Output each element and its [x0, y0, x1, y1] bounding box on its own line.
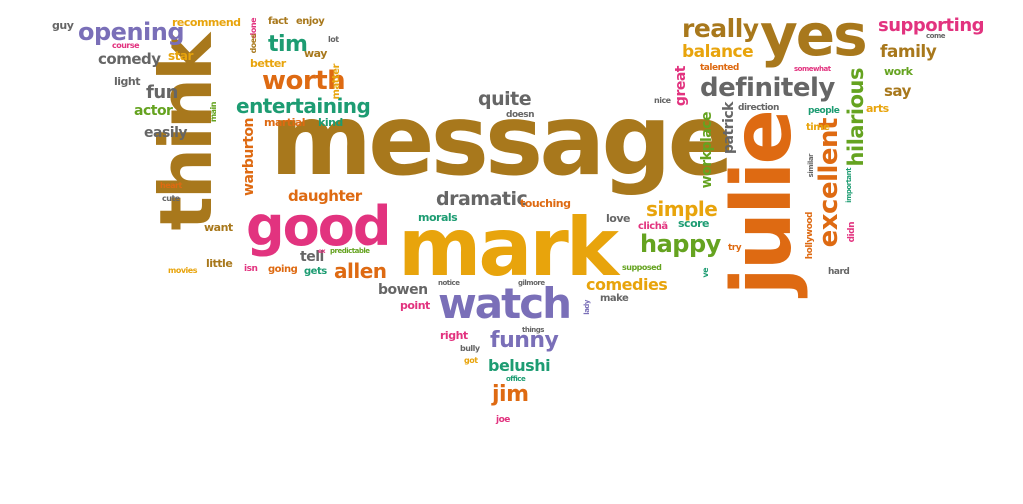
word-worth: worth — [262, 66, 346, 96]
word-family: family — [880, 42, 937, 62]
word-supposed: supposed — [622, 263, 662, 272]
word-actor: actor — [134, 103, 173, 119]
word-way: way — [304, 47, 327, 60]
word-little: little — [206, 257, 233, 270]
word-opening: opening — [78, 18, 185, 46]
word-funny: funny — [490, 328, 559, 353]
word-nice: nice — [654, 96, 671, 105]
word-movies: movies — [168, 266, 197, 275]
word-come: come — [926, 32, 946, 40]
word-gets: gets — [304, 266, 327, 277]
word-going: going — [268, 264, 298, 275]
word-kind: kind — [318, 116, 343, 129]
word-allen: allen — [334, 259, 387, 283]
word-try: try — [728, 243, 742, 253]
word-notice: notice — [438, 279, 460, 287]
word-does: does — [249, 34, 258, 54]
word-daughter: daughter — [288, 187, 362, 205]
word-isn: isn — [244, 264, 258, 274]
word-balance: balance — [682, 42, 754, 62]
word-bully: bully — [460, 344, 480, 353]
word-talented: talented — [700, 63, 739, 73]
word-comedy: comedy — [98, 50, 161, 68]
word-entertaining: entertaining — [236, 94, 371, 118]
word-yes: yes — [760, 1, 868, 69]
word-joe: joe — [496, 415, 510, 425]
word-office: office — [506, 375, 526, 383]
word-definitely: definitely — [700, 73, 835, 103]
word-heart: heart — [160, 181, 182, 190]
word-morals: morals — [418, 211, 458, 224]
word-guy: guy — [52, 19, 74, 32]
word-quite: quite — [478, 88, 532, 110]
word-right: right — [440, 329, 468, 342]
word-easily: easily — [144, 125, 188, 141]
word-ex: ex — [318, 248, 325, 255]
word-want: want — [204, 221, 233, 234]
word-martial: martial — [264, 116, 306, 129]
word-lot: lot — [328, 35, 339, 44]
word-somewhat: somewhat — [794, 65, 831, 73]
word-really: really — [682, 14, 759, 43]
word-important: important — [845, 168, 853, 203]
word-bowen: bowen — [378, 282, 428, 298]
word-ve: ve — [701, 268, 710, 278]
word-good: good — [246, 195, 392, 258]
word-matter: matter — [331, 64, 342, 100]
word-enjoy: enjoy — [296, 16, 325, 27]
word-hollywood: hollywood — [805, 212, 815, 260]
word-course: course — [112, 41, 140, 50]
word-similar: similar — [807, 154, 815, 178]
word-comedies: comedies — [586, 275, 668, 294]
word-work: work — [884, 65, 913, 78]
word-light: light — [114, 75, 141, 88]
word-lady: lady — [583, 300, 591, 315]
word-better: better — [250, 57, 286, 70]
word-supporting: supporting — [878, 15, 985, 36]
word-gilmore: gilmore — [518, 279, 545, 287]
word-didn: didn — [847, 222, 857, 243]
word-love: love — [606, 212, 630, 225]
word-message: message — [270, 84, 734, 198]
word-patrick: patrick — [721, 102, 737, 154]
word-simple: simple — [646, 197, 718, 221]
word-hilarious: hilarious — [844, 68, 868, 167]
word-dramatic: dramatic — [436, 188, 528, 210]
word-time: time — [806, 122, 830, 133]
word-tim: tim — [268, 32, 308, 57]
word-watch: watch — [438, 279, 572, 328]
word-direction: direction — [738, 103, 779, 113]
word-tell: tell — [300, 249, 324, 265]
word-predictable: predictable — [330, 247, 370, 255]
word-belushi: belushi — [488, 356, 551, 375]
word-people: people — [808, 106, 840, 116]
word-star: star — [168, 49, 193, 63]
word-mark: mark — [398, 201, 619, 294]
word-excellent: excellent — [814, 118, 844, 248]
word-touching: touching — [520, 197, 571, 210]
word-things: things — [522, 326, 544, 334]
word-say: say — [884, 82, 911, 100]
word-happy: happy — [640, 230, 721, 258]
word-doesn: doesn — [506, 110, 535, 120]
word-recommend: recommend — [172, 16, 241, 29]
word-got: got — [464, 356, 478, 365]
word-point: point — [400, 299, 430, 312]
word-score: score — [678, 217, 710, 230]
word-workplace: workplace — [699, 112, 715, 189]
word-jim: jim — [492, 382, 529, 407]
word-fact: fact — [268, 16, 288, 27]
word-hard: hard — [828, 267, 850, 277]
word-cute: cute — [162, 194, 180, 203]
word-make: make — [600, 293, 629, 304]
word-arts: arts — [866, 102, 889, 115]
word-fun: fun — [146, 82, 178, 103]
word-main: main — [209, 102, 218, 123]
word-great: great — [673, 66, 689, 107]
word-warburton: warburton — [241, 118, 257, 196]
word-cliche: clichã — [638, 221, 668, 232]
